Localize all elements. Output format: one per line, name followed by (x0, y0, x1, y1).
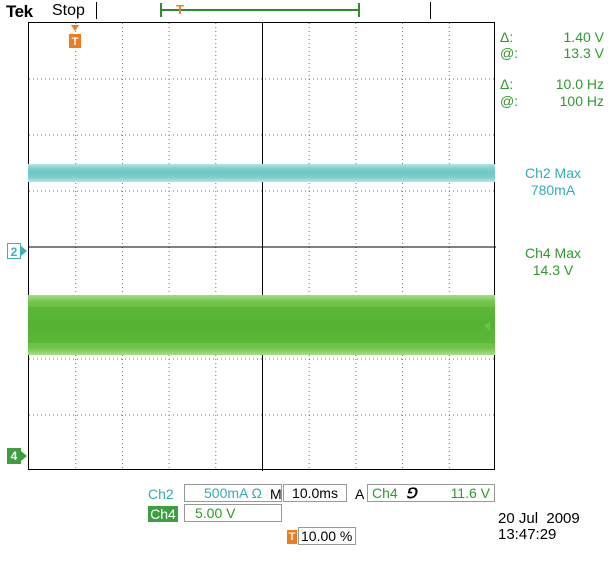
delta-freq-value: 10.0 Hz (555, 76, 604, 92)
ch4-marker-arrow-icon (21, 451, 27, 461)
graticule-grid (29, 23, 496, 471)
trigger-position[interactable]: 10.00 % (298, 527, 356, 545)
measurement-label: Ch4 Max (524, 245, 582, 261)
at-voltage-symbol: @: (500, 45, 519, 61)
ch4-max-measurement: Ch4 Max 14.3 V (500, 245, 606, 279)
horizontal-label: M (270, 486, 282, 502)
rising-edge-icon: ⅁ (405, 485, 417, 501)
record-view-bar (160, 9, 360, 11)
measurement-label: Ch2 Max (524, 165, 582, 181)
trigger-t-icon[interactable]: T (68, 25, 82, 55)
ch2-ground-marker[interactable]: 2 (7, 243, 21, 259)
separator (96, 2, 97, 19)
trigger-point-icon: T (69, 25, 81, 48)
timebase[interactable]: 10.0ms (283, 484, 347, 502)
trigger-settings[interactable]: Ch4 ⅁ 11.6 V (367, 484, 495, 502)
at-freq-value: 100 Hz (559, 93, 604, 109)
measurement-value: 780mA (530, 182, 576, 198)
ch4-ground-marker[interactable]: 4 (7, 448, 21, 464)
trigger-level: 11.6 V (450, 485, 490, 501)
at-freq-symbol: @: (500, 93, 519, 109)
trigger-source: Ch4 (372, 485, 398, 501)
status-bar: Tek Stop T (0, 0, 614, 22)
delta-voltage-value: 1.40 V (563, 29, 604, 45)
trigger-mode: A (355, 486, 365, 502)
datetime: 20 Jul 2009 13:47:29 (498, 511, 580, 543)
trigger-position-t-icon: T (287, 530, 297, 544)
time: 13:47:29 (498, 526, 557, 543)
acquisition-state[interactable]: Stop (52, 2, 85, 19)
delta-voltage-symbol: Δ: (500, 29, 514, 45)
trigger-position-icon: T (176, 2, 184, 17)
ch4-scale[interactable]: 5.00 V (184, 504, 282, 522)
ch2-waveform (28, 164, 495, 182)
brand-logo: Tek (6, 2, 33, 21)
ch2-max-measurement: Ch2 Max 780mA (500, 165, 606, 199)
ch4-waveform-core (28, 307, 495, 343)
at-voltage-value: 13.3 V (563, 45, 604, 61)
ch2-label[interactable]: Ch2 (148, 486, 174, 502)
ch2-scale[interactable]: 500mA Ω (184, 484, 282, 502)
date: 20 Jul 2009 (498, 510, 580, 527)
record-view-right (358, 3, 360, 17)
graticule (28, 22, 496, 471)
measurement-value: 14.3 V (532, 262, 574, 278)
ch4-label[interactable]: Ch4 (148, 506, 178, 522)
ch2-marker-arrow-icon (21, 246, 27, 256)
delta-freq-symbol: Δ: (500, 76, 514, 92)
trigger-level-icon[interactable] (484, 321, 490, 331)
svg-text:T: T (72, 36, 79, 48)
separator (430, 2, 431, 19)
